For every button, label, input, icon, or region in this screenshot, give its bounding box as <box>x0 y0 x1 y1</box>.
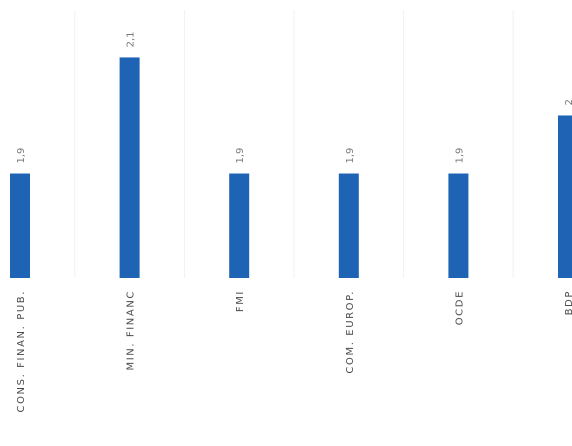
category-label: BDP <box>564 290 572 315</box>
value-label: 1,9 <box>235 148 246 164</box>
bar <box>558 115 572 279</box>
value-label: 1,9 <box>454 148 465 164</box>
category-label: MIN. FINANC <box>126 290 137 371</box>
category-label: CONS. FINAN. PUB. <box>16 290 27 413</box>
value-label: 2,1 <box>126 32 137 48</box>
value-label: 2 <box>564 99 572 105</box>
bar <box>448 173 469 278</box>
category-label: FMI <box>235 290 246 312</box>
value-label: 1,9 <box>16 148 27 164</box>
bar <box>229 173 250 278</box>
bar <box>119 57 140 278</box>
value-labels: 1,9 2,1 1,9 1,9 1,9 2 <box>16 32 572 164</box>
gridlines <box>74 10 514 278</box>
bar <box>338 173 359 278</box>
bars <box>10 57 572 279</box>
value-label: 1,9 <box>345 148 356 164</box>
category-label: COM. EUROP. <box>345 290 356 374</box>
category-labels: CONS. FINAN. PUB. MIN. FINANC FMI COM. EURO… <box>16 290 572 413</box>
bar <box>10 173 30 278</box>
category-label: OCDE <box>454 290 465 325</box>
